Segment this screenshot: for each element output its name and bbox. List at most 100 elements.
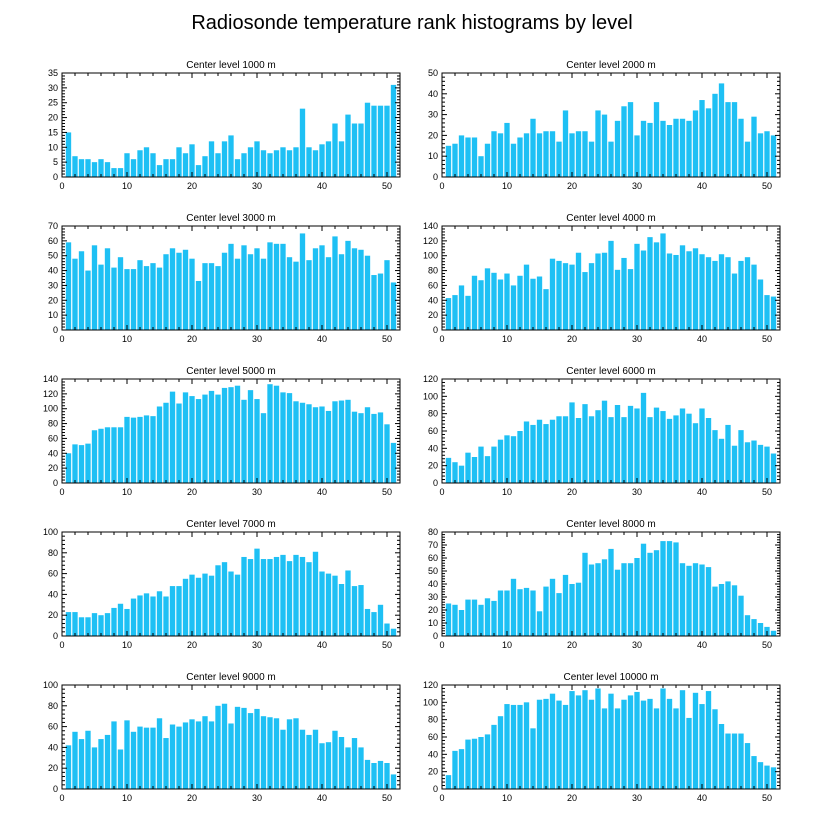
bar [731,445,738,483]
bar [517,704,523,789]
bar [312,729,319,789]
bar [137,150,143,177]
y-tick-label: 30 [428,110,438,120]
bar [234,159,241,177]
bar [614,708,621,789]
bar [575,252,582,330]
bar [384,260,390,330]
bar [137,416,143,483]
panel-title: Center level 9000 m [186,672,276,683]
bar [491,272,497,330]
bar [484,734,491,789]
bar [267,384,273,483]
bar [208,575,215,636]
bar [718,724,725,789]
bar [208,721,215,789]
bar [390,282,397,330]
bar [254,141,260,177]
bar [562,110,569,177]
bar [471,457,478,483]
y-tick-label: 100 [423,697,438,707]
bar [332,123,338,177]
bar [306,260,312,330]
x-tick-label: 20 [567,334,577,344]
bar [182,392,189,483]
bar [660,411,666,483]
bar [306,404,312,483]
bar [137,595,143,636]
bar [621,106,627,177]
x-tick-label: 50 [382,793,392,803]
y-tick-label: 20 [428,767,438,777]
bar [569,584,575,636]
bar [640,543,647,636]
bar [562,263,569,330]
x-tick-label: 10 [502,181,512,191]
bar [98,159,104,177]
x-tick-label: 40 [697,793,707,803]
bar [150,596,156,636]
bar [452,295,458,330]
bar [595,688,601,789]
x-tick-label: 20 [567,640,577,650]
y-tick-label: 100 [43,680,58,690]
bar [143,593,150,636]
bar [523,702,530,789]
bar [189,258,195,330]
bar [358,123,364,177]
bar [156,718,163,789]
bar [208,263,215,330]
bar [169,248,176,330]
bar [338,400,345,483]
bar [228,571,234,636]
y-tick-label: 40 [428,579,438,589]
bar [627,695,634,789]
bar [215,266,221,330]
bar [215,705,221,789]
y-tick-label: 40 [428,295,438,305]
y-tick-label: 70 [48,221,58,231]
bar [65,612,72,636]
bar [384,623,390,636]
bar [377,760,384,789]
bar [725,733,731,789]
bar [85,730,91,789]
bar [267,153,273,177]
bar [712,709,718,789]
bar [465,295,471,330]
bar [98,428,104,483]
bar [241,399,247,483]
x-tick-label: 10 [122,334,132,344]
bar [647,417,653,483]
y-tick-label: 50 [428,566,438,576]
bar [91,162,98,177]
panel-title: Center level 10000 m [563,672,658,683]
x-tick-label: 50 [762,487,772,497]
bar [458,135,465,177]
x-tick-label: 50 [762,181,772,191]
x-tick-label: 0 [439,640,444,650]
x-tick-label: 30 [632,334,642,344]
bar [247,559,254,636]
bar [699,100,705,177]
bar [692,423,699,483]
bar [85,159,91,177]
bar [458,749,465,789]
bar [478,737,484,789]
bar [510,436,517,483]
bar [156,165,163,177]
y-tick-label: 120 [43,389,58,399]
bar [124,416,130,483]
bar [660,688,666,789]
x-tick-label: 30 [632,487,642,497]
bar [712,586,718,636]
bar [273,150,280,177]
bar [390,774,397,789]
bar [770,296,777,330]
bar [471,275,478,330]
bar [718,438,725,483]
bar [770,135,777,177]
bar [582,552,588,636]
y-tick-label: 0 [433,784,438,794]
y-tick-label: 40 [428,443,438,453]
